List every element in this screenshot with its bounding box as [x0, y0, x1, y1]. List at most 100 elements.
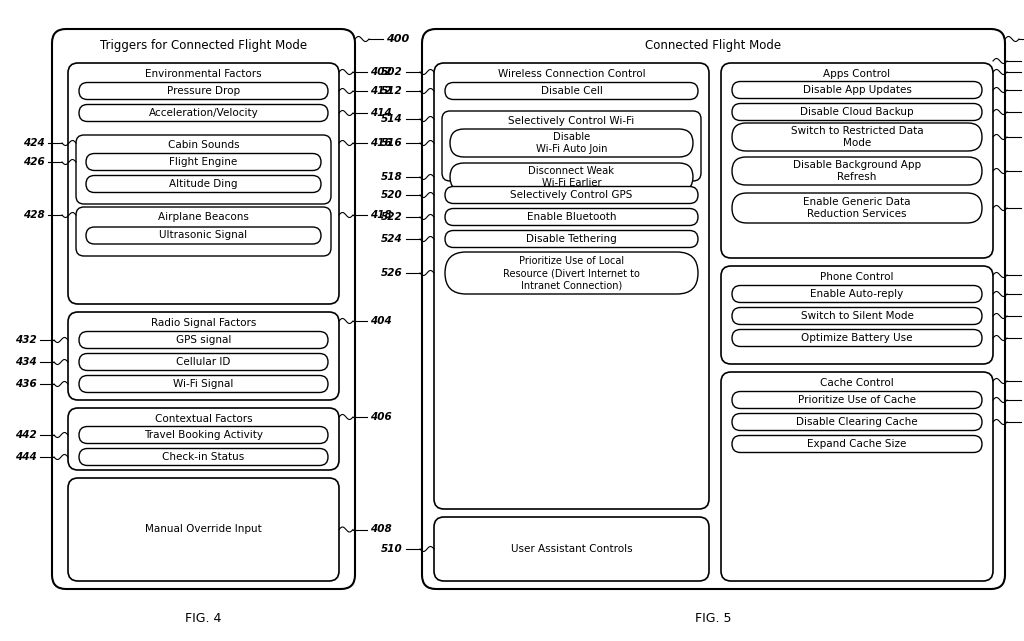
Text: Selectively Control Wi-Fi: Selectively Control Wi-Fi: [508, 116, 635, 126]
FancyBboxPatch shape: [68, 63, 339, 304]
Text: Disable Clearing Cache: Disable Clearing Cache: [797, 417, 918, 427]
FancyBboxPatch shape: [86, 153, 321, 171]
Text: User Assistant Controls: User Assistant Controls: [511, 544, 632, 554]
FancyBboxPatch shape: [732, 329, 982, 347]
Text: Cabin Sounds: Cabin Sounds: [168, 140, 240, 150]
Text: 416: 416: [370, 138, 392, 148]
Text: Contextual Factors: Contextual Factors: [155, 414, 252, 424]
Text: 434: 434: [15, 357, 37, 367]
Text: 516: 516: [381, 138, 403, 148]
Text: Cellular ID: Cellular ID: [176, 357, 230, 367]
FancyBboxPatch shape: [732, 123, 982, 151]
Text: 426: 426: [24, 157, 45, 167]
FancyBboxPatch shape: [86, 176, 321, 192]
Text: Switch to Restricted Data
Mode: Switch to Restricted Data Mode: [791, 126, 924, 148]
FancyBboxPatch shape: [76, 207, 331, 256]
Text: Connected Flight Mode: Connected Flight Mode: [645, 38, 781, 51]
Text: FIG. 4: FIG. 4: [185, 613, 221, 626]
FancyBboxPatch shape: [732, 413, 982, 431]
FancyBboxPatch shape: [732, 193, 982, 223]
Text: Environmental Factors: Environmental Factors: [145, 69, 262, 79]
Text: Cache Control: Cache Control: [820, 378, 894, 388]
Text: Check-in Status: Check-in Status: [163, 452, 245, 462]
Text: 444: 444: [15, 452, 37, 462]
Text: 428: 428: [24, 210, 45, 220]
FancyBboxPatch shape: [68, 478, 339, 581]
FancyBboxPatch shape: [79, 449, 328, 465]
Text: 512: 512: [381, 86, 403, 96]
FancyBboxPatch shape: [445, 208, 698, 226]
Text: Disable Cell: Disable Cell: [541, 86, 602, 96]
FancyBboxPatch shape: [732, 392, 982, 408]
FancyBboxPatch shape: [445, 231, 698, 247]
Text: Enable Generic Data
Reduction Services: Enable Generic Data Reduction Services: [803, 197, 910, 219]
FancyBboxPatch shape: [450, 163, 693, 191]
FancyBboxPatch shape: [442, 111, 701, 181]
FancyBboxPatch shape: [76, 135, 331, 204]
FancyBboxPatch shape: [79, 353, 328, 370]
Text: Switch to Silent Mode: Switch to Silent Mode: [801, 311, 913, 321]
Text: Expand Cache Size: Expand Cache Size: [807, 439, 906, 449]
Text: GPS signal: GPS signal: [176, 335, 231, 345]
FancyBboxPatch shape: [721, 63, 993, 258]
Text: Altitude Ding: Altitude Ding: [169, 179, 238, 189]
FancyBboxPatch shape: [445, 83, 698, 99]
FancyBboxPatch shape: [86, 227, 321, 244]
Text: 436: 436: [15, 379, 37, 389]
Text: Prioritize Use of Cache: Prioritize Use of Cache: [798, 395, 916, 405]
Text: Wi-Fi Signal: Wi-Fi Signal: [173, 379, 233, 389]
Text: Radio Signal Factors: Radio Signal Factors: [151, 318, 256, 328]
Text: 522: 522: [381, 212, 403, 222]
Text: Prioritize Use of Local
Resource (Divert Internet to
Intranet Connection): Prioritize Use of Local Resource (Divert…: [503, 256, 640, 290]
Text: Pressure Drop: Pressure Drop: [167, 86, 240, 96]
Text: Enable Bluetooth: Enable Bluetooth: [526, 212, 616, 222]
Text: Travel Booking Activity: Travel Booking Activity: [144, 430, 263, 440]
Text: Acceleration/Velocity: Acceleration/Velocity: [148, 108, 258, 118]
FancyBboxPatch shape: [79, 83, 328, 99]
Text: 502: 502: [381, 67, 403, 77]
Text: Disable Cloud Backup: Disable Cloud Backup: [800, 107, 913, 117]
Text: 432: 432: [15, 335, 37, 345]
Text: 412: 412: [370, 86, 392, 96]
FancyBboxPatch shape: [450, 129, 693, 157]
Text: 518: 518: [381, 172, 403, 182]
FancyBboxPatch shape: [721, 266, 993, 364]
FancyBboxPatch shape: [79, 331, 328, 349]
Text: Wireless Connection Control: Wireless Connection Control: [498, 69, 645, 79]
FancyBboxPatch shape: [732, 103, 982, 121]
Text: Ultrasonic Signal: Ultrasonic Signal: [160, 231, 248, 240]
Text: Apps Control: Apps Control: [823, 69, 891, 79]
Text: Disable Tethering: Disable Tethering: [526, 234, 616, 244]
Text: 406: 406: [370, 412, 392, 422]
Text: Disconnect Weak
Wi-Fi Earlier: Disconnect Weak Wi-Fi Earlier: [528, 166, 614, 188]
Text: Disable Background App
Refresh: Disable Background App Refresh: [793, 160, 921, 182]
Text: Flight Engine: Flight Engine: [169, 157, 238, 167]
Text: 424: 424: [24, 138, 45, 148]
FancyBboxPatch shape: [445, 252, 698, 294]
FancyBboxPatch shape: [732, 435, 982, 453]
Text: Airplane Beacons: Airplane Beacons: [158, 212, 249, 222]
Text: 408: 408: [370, 524, 392, 535]
FancyBboxPatch shape: [79, 104, 328, 122]
FancyBboxPatch shape: [79, 376, 328, 392]
Text: 402: 402: [370, 67, 392, 77]
Text: 404: 404: [370, 316, 392, 326]
Text: 526: 526: [381, 268, 403, 278]
FancyBboxPatch shape: [434, 63, 709, 509]
Text: FIG. 5: FIG. 5: [695, 613, 732, 626]
Text: 442: 442: [15, 430, 37, 440]
Text: 514: 514: [381, 114, 403, 124]
FancyBboxPatch shape: [79, 426, 328, 444]
Text: 524: 524: [381, 234, 403, 244]
Text: 520: 520: [381, 190, 403, 200]
Text: Disable App Updates: Disable App Updates: [803, 85, 911, 95]
Text: Selectively Control GPS: Selectively Control GPS: [510, 190, 633, 200]
Text: 400: 400: [386, 34, 410, 44]
Text: 510: 510: [381, 544, 403, 554]
FancyBboxPatch shape: [721, 372, 993, 581]
FancyBboxPatch shape: [68, 312, 339, 400]
FancyBboxPatch shape: [68, 408, 339, 470]
Text: Triggers for Connected Flight Mode: Triggers for Connected Flight Mode: [100, 38, 307, 51]
FancyBboxPatch shape: [422, 29, 1005, 589]
FancyBboxPatch shape: [732, 285, 982, 303]
